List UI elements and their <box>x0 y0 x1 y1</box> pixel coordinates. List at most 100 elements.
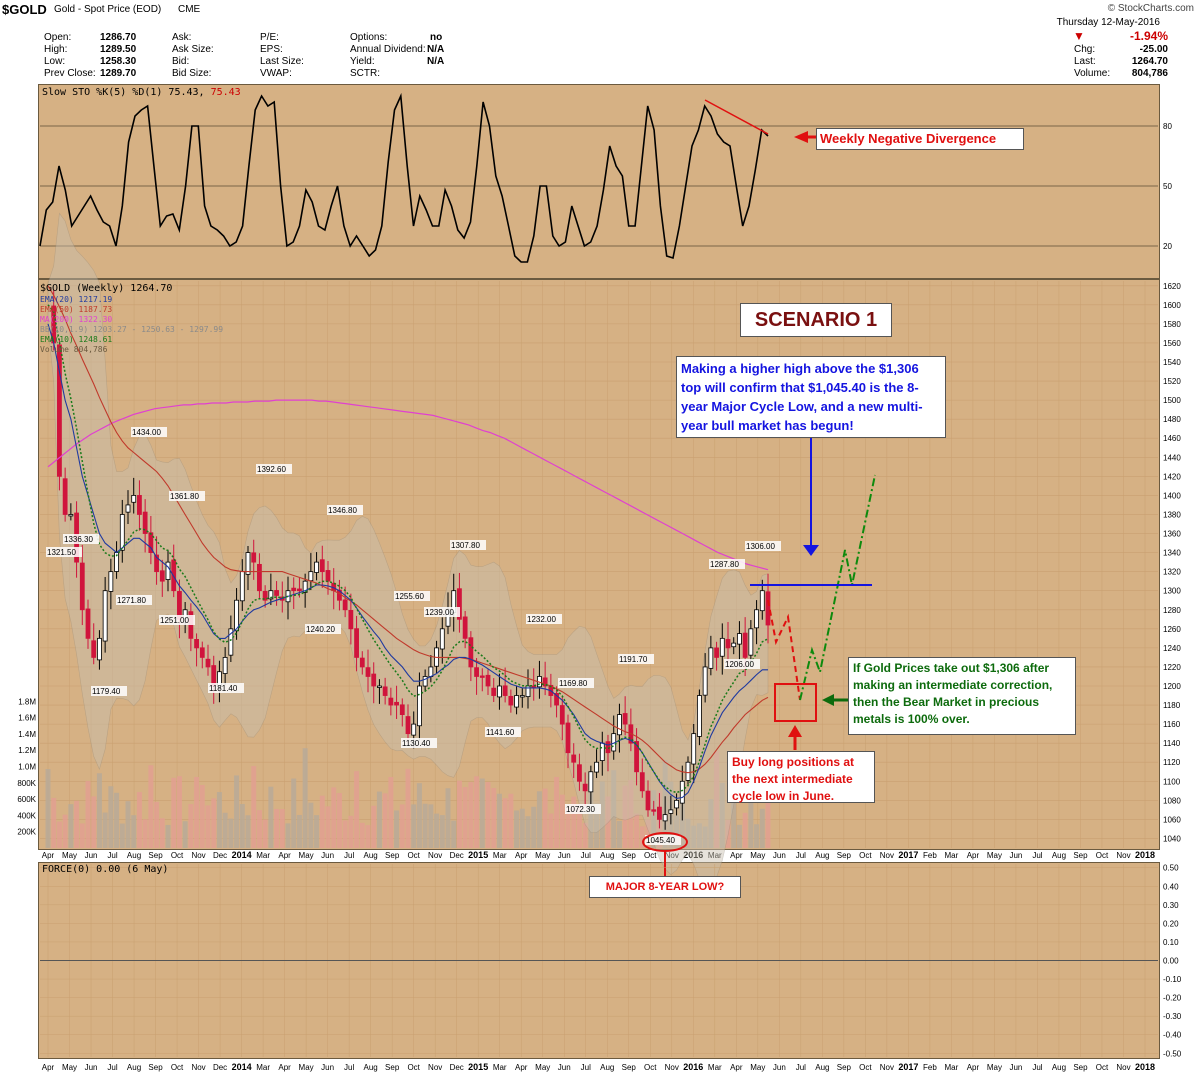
x-tick-label: Oct <box>1096 851 1109 860</box>
price-tick-label: 1140 <box>1163 739 1181 748</box>
candle-body <box>571 754 577 763</box>
x-tick-label-bottom: 2018 <box>1135 1062 1155 1072</box>
stat-value: 1289.70 <box>100 68 137 79</box>
volume-bar <box>765 782 771 848</box>
x-tick-label-bottom: May <box>535 1063 550 1072</box>
legend-ema10: EMA(10) 1248.61 <box>40 335 113 344</box>
price-tick-label: 1480 <box>1163 415 1181 424</box>
stat-label: P/E: <box>260 32 279 43</box>
price-label-bg <box>169 491 205 501</box>
candle-body <box>685 761 691 781</box>
x-tick-label: Sep <box>385 851 400 860</box>
candle-body <box>234 599 239 632</box>
legend-gold: $GOLD (Weekly) 1264.70 <box>40 283 173 294</box>
price-point-label: 1072.30 <box>566 805 595 814</box>
force-tick-label: -0.30 <box>1163 1012 1182 1021</box>
x-tick-label: Oct <box>407 851 420 860</box>
price-tick-label: 1060 <box>1163 815 1181 824</box>
candle-body <box>565 722 571 754</box>
price-point-label: 1255.60 <box>395 592 424 601</box>
volume-bar <box>474 776 480 848</box>
x-tick-label-bottom: Feb <box>923 1063 937 1072</box>
x-tick-label-bottom: Aug <box>815 1063 829 1072</box>
volume-bar <box>685 818 691 848</box>
volume-bar <box>514 810 520 848</box>
price-tick-label: 1240 <box>1163 644 1181 653</box>
x-tick-label-bottom: May <box>62 1063 77 1072</box>
volume-bar <box>531 806 537 848</box>
x-tick-label: Mar <box>256 851 270 860</box>
x-tick-label-bottom: 2014 <box>232 1062 252 1072</box>
volume-tick-label: 600K <box>17 795 36 804</box>
x-tick-label: Apr <box>42 851 55 860</box>
volume-bar <box>719 782 725 848</box>
stat-label: High: <box>44 44 68 55</box>
candle-body <box>542 677 548 687</box>
x-tick-label-bottom: May <box>299 1063 314 1072</box>
x-tick-label: May <box>299 851 314 860</box>
volume-tick-label: 1.8M <box>18 697 36 706</box>
volume-bar <box>634 813 640 848</box>
price-tick-label: 1320 <box>1163 568 1181 577</box>
x-tick-label: May <box>535 851 550 860</box>
projection-red-path <box>767 599 801 701</box>
symbol-name: Gold - Spot Price (EOD) <box>54 4 162 15</box>
volume-bar <box>216 792 222 848</box>
x-tick-label-bottom: Oct <box>407 1063 420 1072</box>
candle-body <box>165 561 171 580</box>
x-tick-label-bottom: May <box>750 1063 765 1072</box>
candle-body <box>125 504 131 513</box>
stat-value: N/A <box>427 44 445 55</box>
volume-bar <box>434 813 440 848</box>
x-tick-label: Mar <box>493 851 507 860</box>
price-label-bg <box>91 686 127 696</box>
x-tick-label-bottom: Apr <box>278 1063 291 1072</box>
price-label-bg <box>46 547 82 557</box>
price-point-label: 1239.00 <box>425 608 454 617</box>
candle-body <box>422 676 428 687</box>
candle-body <box>502 685 508 696</box>
x-tick-label-bottom: Apr <box>515 1063 528 1072</box>
candle-body <box>102 590 108 642</box>
x-tick-label: Oct <box>859 851 872 860</box>
down-arrow-icon: ▼ <box>1073 29 1085 43</box>
volume-bar <box>56 821 62 848</box>
candle-body <box>371 673 377 687</box>
candle-body <box>405 716 411 735</box>
candle-body <box>662 814 668 822</box>
price-label-bg <box>485 727 521 737</box>
force-tick-label: -0.20 <box>1163 994 1182 1003</box>
stat-label: Bid Size: <box>172 68 212 79</box>
x-tick-label: Sep <box>1073 851 1088 860</box>
volume-bar <box>565 808 571 848</box>
x-tick-label: Apr <box>515 851 528 860</box>
volume-bar <box>708 799 714 848</box>
volume-bar <box>279 809 285 848</box>
x-tick-label: Sep <box>148 851 163 860</box>
x-tick-label-bottom: Jul <box>107 1063 117 1072</box>
volume-bar <box>62 814 68 848</box>
price-label-bg <box>618 654 654 664</box>
volume-bar <box>234 775 240 848</box>
volume-tick-label: 800K <box>17 779 36 788</box>
stat-label: SCTR: <box>350 68 380 79</box>
volume-bar <box>68 804 74 848</box>
volume-bar <box>542 788 548 848</box>
candle-body <box>588 771 594 793</box>
legend-ema20: EMA(20) 1217.19 <box>40 295 113 304</box>
volume-bar <box>388 777 394 848</box>
volume-bar <box>485 782 491 848</box>
exchange: CME <box>178 4 201 15</box>
candle-body <box>211 665 217 687</box>
x-tick-label: Jul <box>581 851 591 860</box>
chart-header: $GOLD Gold - Spot Price (EOD) CME © Stoc… <box>0 0 1200 84</box>
candle-body <box>222 657 228 674</box>
divergence-arrow <box>794 131 808 143</box>
candle-body <box>674 799 679 809</box>
volume-bar <box>451 820 457 848</box>
candle-body <box>468 637 474 668</box>
stat-label: Options: <box>350 32 388 43</box>
divergence-line <box>704 99 769 135</box>
stat-label: Last Size: <box>260 56 304 67</box>
volume-bar <box>331 787 337 848</box>
